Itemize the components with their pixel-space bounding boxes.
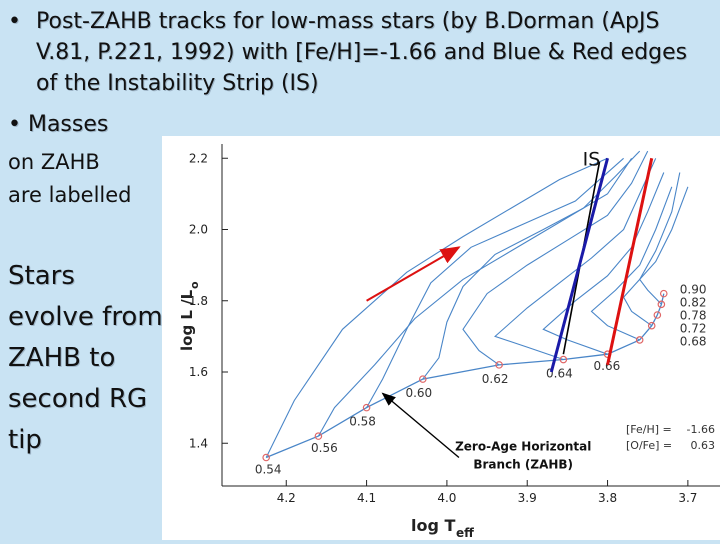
- evolution-arrow: [366, 246, 461, 302]
- mass-label: 0.54: [255, 463, 282, 477]
- zahb-annotation-arrow: [381, 392, 460, 459]
- x-tick-label: 3.8: [598, 491, 617, 505]
- evolution-note-line: tip: [8, 425, 42, 455]
- zahb-line: [265, 293, 665, 459]
- y-tick-label: 2.0: [189, 223, 208, 237]
- evolution-track: [542, 172, 665, 355]
- mass-label: 0.66: [594, 359, 621, 373]
- y-tick-label: 2.2: [189, 151, 208, 165]
- evolution-note-line: evolve from: [8, 302, 163, 332]
- zahb-point: [657, 300, 666, 309]
- x-tick-label: 4.0: [437, 491, 456, 505]
- masses-note-line-1: on ZAHB: [8, 150, 100, 174]
- zahb-point: [262, 453, 270, 462]
- mass-label: 0.60: [405, 386, 432, 400]
- evolution-note-line: ZAHB to: [8, 343, 116, 373]
- is-blue-edge: [549, 157, 609, 373]
- x-axis-label-subscript: eff: [456, 526, 474, 540]
- y-axis-label-subscript: o: [188, 281, 201, 289]
- mass-label: 0.62: [482, 372, 509, 386]
- zahb-annotation-line-1: Zero-Age Horizontal: [455, 439, 591, 453]
- masses-note: on ZAHB are labelled: [8, 146, 132, 212]
- is-label: IS: [583, 148, 601, 170]
- masses-note-line-2: are labelled: [8, 183, 132, 207]
- mass-label: 0.72: [680, 322, 707, 336]
- y-axis-label: log L /L: [178, 289, 196, 351]
- mass-label: 0.56: [311, 441, 338, 455]
- x-tick-label: 3.9: [518, 491, 537, 505]
- mass-label: 0.68: [680, 335, 707, 349]
- evolution-track: [590, 186, 673, 341]
- mass-label: 0.58: [349, 415, 376, 429]
- x-tick-label: 4.2: [277, 491, 296, 505]
- mass-label: 0.78: [680, 309, 707, 323]
- y-tick-label: 1.8: [189, 294, 208, 308]
- zahb-point: [647, 321, 656, 330]
- evolution-track: [422, 150, 641, 380]
- zahb-point: [419, 375, 427, 383]
- evolution-note-line: second RG: [8, 384, 148, 414]
- composition-label: [O/Fe] =: [626, 439, 672, 452]
- y-tick-label: 1.6: [189, 365, 208, 379]
- composition-label: [Fe/H] =: [626, 423, 672, 436]
- evolution-note: Stars evolve from ZAHB to second RG tip: [8, 256, 163, 461]
- mass-label: 0.82: [680, 296, 707, 310]
- zahb-point: [653, 311, 662, 319]
- x-tick-label: 3.7: [678, 491, 697, 505]
- composition-value: -1.66: [687, 423, 715, 436]
- zahb-point: [495, 361, 503, 369]
- masses-note-bullet: • Masses: [8, 112, 109, 137]
- y-tick-label: 1.4: [189, 436, 208, 450]
- evolution-track: [265, 157, 608, 458]
- evolution-track: [494, 158, 657, 361]
- x-axis-label: log T: [411, 516, 456, 535]
- slide-title: Post-ZAHB tracks for low-mass stars (by …: [36, 9, 688, 96]
- evolution-track: [317, 157, 633, 437]
- zahb-point: [559, 355, 568, 364]
- evolution-track: [366, 157, 624, 408]
- zahb-point: [659, 289, 668, 298]
- title-bullet: •: [8, 9, 21, 34]
- zahb-point: [635, 336, 644, 344]
- zahb-annotation-line-2: Branch (ZAHB): [473, 457, 573, 471]
- zahb-point: [362, 403, 371, 412]
- composition-value: 0.63: [691, 439, 716, 452]
- is-red-edge: [606, 157, 654, 366]
- evolution-track: [462, 150, 649, 366]
- mass-label: 0.90: [680, 283, 707, 297]
- x-tick-label: 4.1: [357, 491, 376, 505]
- evolution-note-line: Stars: [8, 261, 75, 291]
- evolution-track: [638, 186, 689, 305]
- mass-label: 0.64: [546, 367, 573, 381]
- zahb-point: [314, 432, 323, 440]
- slide-title-block: • Post-ZAHB tracks for low-mass stars (b…: [8, 6, 713, 99]
